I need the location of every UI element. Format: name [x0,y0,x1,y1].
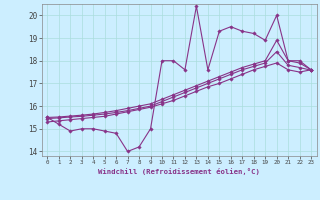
X-axis label: Windchill (Refroidissement éolien,°C): Windchill (Refroidissement éolien,°C) [98,168,260,175]
